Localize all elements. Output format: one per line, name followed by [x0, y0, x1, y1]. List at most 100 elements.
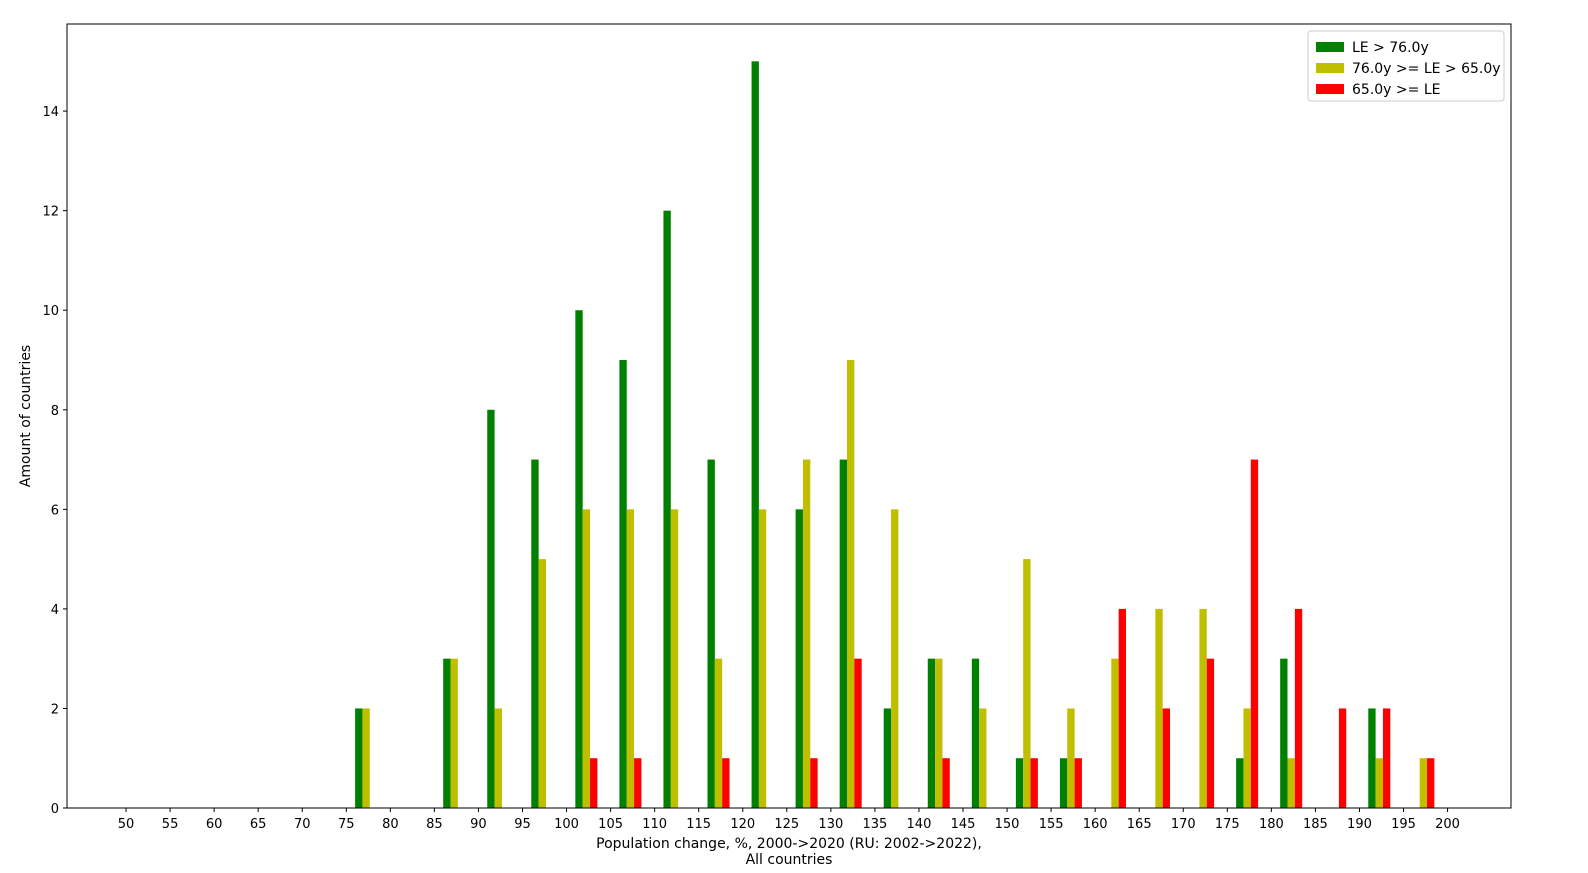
- x-tick-label: 130: [818, 817, 843, 832]
- bar-1-150: [1015, 758, 1024, 808]
- bar-1-85: [443, 658, 451, 808]
- bar-2-165: [1155, 608, 1163, 808]
- bar-1-105: [619, 360, 627, 808]
- bar-1-190: [1368, 708, 1376, 808]
- bar-1-130: [839, 459, 847, 808]
- legend-swatch-3: [1316, 84, 1344, 94]
- legend-label-3: 65.0y >= LE: [1352, 82, 1440, 98]
- bar-1-125: [795, 509, 803, 808]
- legend-swatch-2: [1316, 63, 1344, 73]
- bar-1-175: [1236, 758, 1244, 808]
- x-tick-label: 150: [995, 817, 1020, 832]
- bar-3-150: [1030, 758, 1038, 808]
- y-tick-label: 12: [42, 205, 59, 220]
- y-axis: 0 2 4 6 8 10 12 14: [42, 105, 67, 817]
- y-axis-label: Amount of countries: [18, 345, 34, 487]
- bar-2-110: [670, 509, 679, 808]
- bar-3-155: [1074, 758, 1082, 808]
- x-tick-label: 185: [1303, 817, 1328, 832]
- x-tick-label: 140: [907, 817, 932, 832]
- bar-2-190: [1375, 758, 1383, 808]
- x-tick-label: 155: [1039, 817, 1064, 832]
- legend-swatch-1: [1316, 42, 1344, 52]
- bar-2-115: [714, 658, 723, 808]
- y-tick-label: 4: [51, 603, 59, 618]
- x-tick-label: 160: [1083, 817, 1108, 832]
- x-tick-label: 80: [382, 817, 399, 832]
- x-tick-label: 110: [642, 817, 667, 832]
- x-tick-label: 170: [1171, 817, 1196, 832]
- bar-3-170: [1206, 658, 1215, 808]
- x-tick-label: 180: [1259, 817, 1284, 832]
- legend-box: [1307, 30, 1505, 102]
- bar-3-175: [1250, 459, 1259, 808]
- bar-3-185: [1338, 708, 1347, 808]
- bar-1-135: [883, 708, 892, 808]
- legend-label-2: 76.0y >= LE > 65.0y: [1352, 61, 1501, 77]
- bar-3-100: [590, 758, 598, 808]
- bar-2-135: [891, 509, 899, 808]
- bar-2-125: [802, 459, 811, 808]
- y-tick-label: 10: [42, 304, 59, 319]
- x-tick-label: 50: [118, 817, 135, 832]
- bar-2-195: [1419, 758, 1428, 808]
- bar-3-140: [942, 758, 950, 808]
- bar-2-75: [362, 708, 370, 808]
- plot-frame: [66, 23, 1512, 809]
- bar-1-180: [1280, 658, 1288, 808]
- bar-3-105: [634, 758, 642, 808]
- bar-1-120: [751, 61, 759, 808]
- bar-2-130: [847, 360, 855, 808]
- x-tick-label: 175: [1215, 817, 1240, 832]
- bar-2-120: [758, 509, 767, 808]
- x-tick-label: 75: [338, 817, 355, 832]
- x-tick-label: 200: [1435, 817, 1460, 832]
- bar-1-115: [707, 459, 715, 808]
- x-tick-label: 120: [730, 817, 755, 832]
- x-tick-label: 135: [862, 817, 887, 832]
- bar-1-145: [971, 658, 980, 808]
- x-tick-label: 60: [206, 817, 223, 832]
- legend: LE > 76.0y 76.0y >= LE > 65.0y 65.0y >= LE: [1307, 30, 1505, 102]
- y-tick-label: 14: [42, 105, 59, 120]
- bar-2-95: [538, 559, 546, 808]
- bar-2-170: [1199, 608, 1207, 808]
- bar-3-195: [1427, 758, 1435, 808]
- bar-1-140: [927, 658, 936, 808]
- x-tick-label: 115: [686, 817, 711, 832]
- legend-label-1: LE > 76.0y: [1352, 40, 1429, 56]
- bar-2-150: [1023, 559, 1031, 808]
- x-tick-label: 90: [470, 817, 487, 832]
- x-tick-label: 125: [774, 817, 799, 832]
- y-tick-label: 6: [51, 503, 59, 518]
- bar-3-160: [1118, 608, 1126, 808]
- bar-3-180: [1294, 608, 1303, 808]
- x-tick-label: 95: [514, 817, 531, 832]
- bar-1-110: [663, 210, 671, 809]
- x-tick-label: 165: [1127, 817, 1152, 832]
- bar-2-175: [1243, 708, 1251, 808]
- bar-3-125: [810, 758, 818, 808]
- x-tick-label: 145: [951, 817, 976, 832]
- x-tick-label: 70: [294, 817, 311, 832]
- bar-3-130: [854, 658, 862, 808]
- x-axis-label-line2: All countries: [746, 852, 833, 868]
- bar-2-90: [494, 708, 502, 808]
- bar-2-85: [450, 658, 458, 808]
- bars-group: [355, 61, 1435, 809]
- bar-1-75: [355, 708, 363, 808]
- x-tick-label: 55: [162, 817, 179, 832]
- y-tick-label: 8: [51, 404, 59, 419]
- x-tick-label: 105: [598, 817, 623, 832]
- bar-1-90: [487, 409, 495, 808]
- x-tick-label: 85: [426, 817, 443, 832]
- bar-1-100: [575, 310, 583, 808]
- bar-3-165: [1162, 708, 1171, 808]
- x-tick-label: 65: [250, 817, 267, 832]
- x-tick-label: 195: [1391, 817, 1416, 832]
- bar-2-180: [1287, 758, 1295, 808]
- bar-3-115: [722, 758, 730, 808]
- x-tick-label: 190: [1347, 817, 1372, 832]
